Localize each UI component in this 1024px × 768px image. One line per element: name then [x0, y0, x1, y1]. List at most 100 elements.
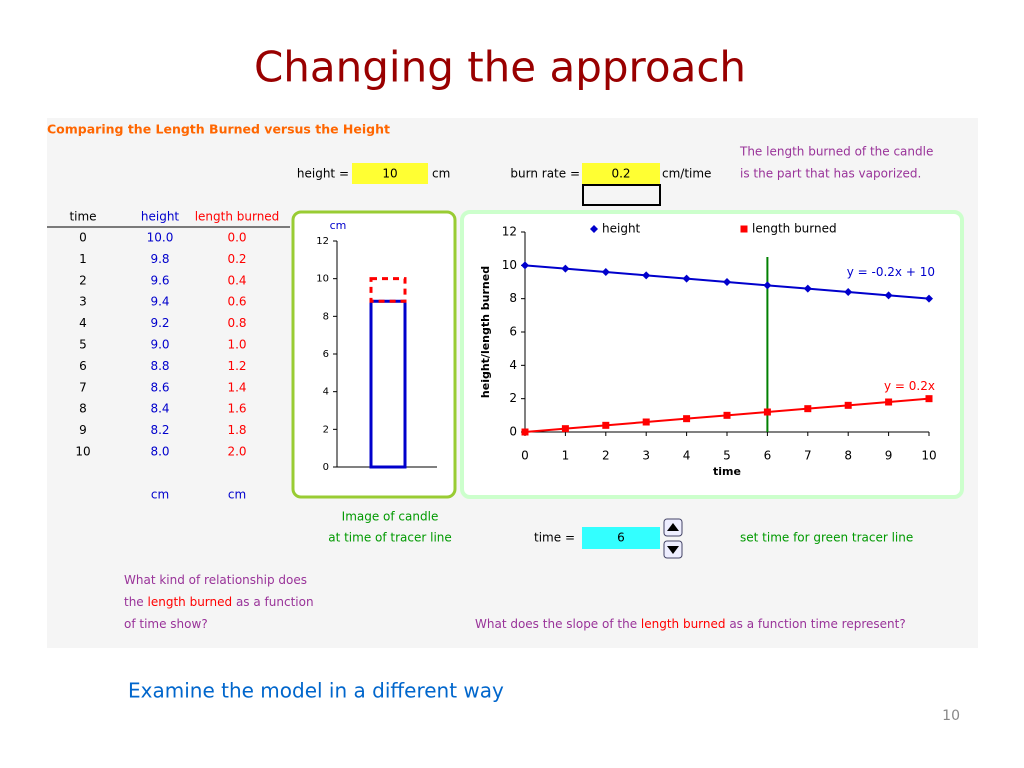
question-part: length burned — [641, 617, 726, 631]
label: height = — [297, 167, 349, 181]
chart-frame — [460, 210, 964, 499]
y-tick-label: 6 — [509, 325, 517, 339]
marker — [683, 415, 691, 423]
table-cell: 0.6 — [227, 295, 246, 309]
cell-value: 0.2 — [611, 167, 630, 181]
question-part: What does the slope of the — [475, 617, 641, 631]
table-cell: 10 — [75, 445, 90, 459]
x-tick-label: 6 — [764, 449, 772, 463]
note: is the part that has vaporized. — [740, 167, 921, 181]
marker — [804, 405, 812, 413]
question-part: length burned — [148, 595, 233, 609]
column-header: time — [69, 210, 96, 224]
input-cell[interactable] — [352, 163, 428, 184]
marker — [844, 288, 853, 296]
y-tick-label: 10 — [316, 274, 329, 285]
marker — [561, 264, 570, 273]
table-cell: 1.0 — [227, 338, 246, 352]
table-cell: 1.6 — [227, 402, 246, 416]
arrow-up — [667, 523, 679, 531]
y-tick-label: 2 — [509, 391, 517, 405]
y-tick-label: 10 — [502, 258, 517, 272]
candle-segment — [369, 277, 407, 303]
y-tick-label: 6 — [323, 349, 329, 360]
question: of time show? — [124, 617, 208, 631]
table-cell: 0.2 — [227, 252, 246, 266]
table-cell: 10.0 — [147, 231, 174, 245]
marker — [561, 425, 569, 433]
table-cell: 4 — [79, 316, 87, 330]
marker — [925, 294, 933, 303]
question: What kind of relationship does — [124, 573, 307, 587]
selected-cell[interactable] — [582, 184, 661, 206]
x-tick-label: 4 — [683, 449, 691, 463]
x-tick-label: 2 — [602, 449, 610, 463]
input-cell[interactable] — [582, 163, 660, 184]
y-axis-label: height/length burned — [479, 266, 492, 398]
unit: cm — [151, 488, 169, 502]
label: time = — [534, 531, 575, 545]
annotation: y = 0.2x — [884, 379, 935, 393]
table-cell: 9.6 — [150, 273, 169, 287]
table-cell: 1.2 — [227, 359, 246, 373]
x-tick-label: 10 — [921, 449, 936, 463]
marker — [521, 428, 529, 436]
unit: cm — [228, 488, 246, 502]
caption: at time of tracer line — [328, 531, 452, 545]
table-cell: 0 — [79, 231, 87, 245]
page-number: 10 — [942, 708, 960, 724]
table-cell: 8.0 — [150, 445, 169, 459]
marker — [885, 398, 893, 406]
unit: cm/time — [662, 167, 711, 181]
cell-value: 10 — [382, 167, 397, 181]
table-cell: 7 — [79, 380, 87, 394]
table-cell: 1.4 — [227, 380, 246, 394]
question: the length burned as a function — [124, 595, 314, 609]
x-tick-label: 7 — [804, 449, 812, 463]
spinner[interactable] — [663, 518, 683, 559]
y-tick-label: 2 — [323, 424, 329, 435]
table-cell: 2.0 — [227, 445, 246, 459]
marker — [642, 271, 651, 280]
x-tick-label: 3 — [642, 449, 650, 463]
table-cell: 9.8 — [150, 252, 169, 266]
marker — [601, 268, 610, 276]
marker — [844, 401, 852, 409]
table-cell: 9.0 — [150, 338, 169, 352]
marker — [521, 261, 529, 270]
y-tick-label: 0 — [509, 425, 517, 439]
question-part: What kind of relationship does — [124, 573, 307, 587]
y-axis-label: cm — [330, 219, 347, 232]
x-tick-label: 0 — [521, 449, 529, 463]
table-cell: 3 — [79, 295, 87, 309]
time-note: set time for green tracer line — [740, 531, 913, 545]
y-tick-label: 8 — [509, 291, 517, 305]
arrow-down — [667, 546, 679, 554]
subtitle: Examine the model in a different way — [128, 679, 504, 703]
table-cell: 8 — [79, 402, 87, 416]
table-cell: 9.4 — [150, 295, 169, 309]
y-tick-label: 12 — [502, 225, 517, 239]
table-cell: 6 — [79, 359, 87, 373]
label: burn rate = — [510, 167, 580, 181]
y-tick-label: 4 — [323, 387, 329, 398]
table-cell: 2 — [79, 273, 87, 287]
marker — [763, 281, 772, 290]
x-tick-label: 9 — [885, 449, 893, 463]
marker — [740, 225, 748, 233]
table-cell: 8.6 — [150, 380, 169, 394]
marker — [642, 418, 650, 426]
input-cell[interactable] — [582, 527, 660, 549]
cell-value: 6 — [617, 531, 625, 545]
marker — [763, 408, 771, 416]
table-cell: 8.2 — [150, 423, 169, 437]
marker — [925, 395, 933, 403]
table-cell: 0.4 — [227, 273, 246, 287]
slide-title: Changing the approach — [254, 43, 746, 92]
x-tick-label: 8 — [844, 449, 852, 463]
x-axis-label: time — [713, 465, 741, 478]
marker — [590, 225, 598, 233]
annotation: y = -0.2x + 10 — [847, 265, 935, 279]
marker — [723, 411, 731, 419]
